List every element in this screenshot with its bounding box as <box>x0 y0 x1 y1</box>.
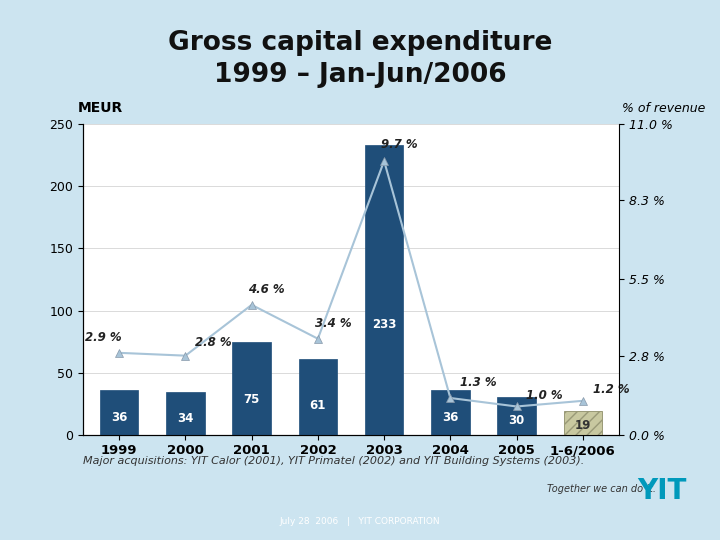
Text: 233: 233 <box>372 318 396 331</box>
Text: Major acquisitions: YIT Calor (2001), YIT Primatel (2002) and YIT Building Syste: Major acquisitions: YIT Calor (2001), YI… <box>83 456 584 467</box>
Text: 1.2 %: 1.2 % <box>593 383 629 396</box>
Text: 1.3 %: 1.3 % <box>460 376 497 389</box>
Text: Together we can do it.: Together we can do it. <box>547 484 656 494</box>
Text: 2.9 %: 2.9 % <box>85 331 122 344</box>
Bar <box>233 342 271 435</box>
Text: 36: 36 <box>111 411 127 424</box>
Text: 30: 30 <box>508 414 525 427</box>
Text: 75: 75 <box>243 393 260 406</box>
Text: Gross capital expenditure: Gross capital expenditure <box>168 30 552 56</box>
Text: 1.0 %: 1.0 % <box>526 388 563 402</box>
Text: MEUR: MEUR <box>78 101 122 115</box>
Bar <box>498 397 536 435</box>
Text: July 28  2006   |   YIT CORPORATION: July 28 2006 | YIT CORPORATION <box>279 517 441 526</box>
Text: 4.6 %: 4.6 % <box>248 283 285 296</box>
Text: 1999 – Jan-Jun/2006: 1999 – Jan-Jun/2006 <box>214 62 506 88</box>
Bar <box>365 145 403 435</box>
Bar <box>100 390 138 435</box>
Bar <box>564 411 602 435</box>
Text: 3.4 %: 3.4 % <box>315 317 351 330</box>
Bar <box>299 359 337 435</box>
Text: 19: 19 <box>575 419 591 432</box>
Text: 36: 36 <box>442 411 459 424</box>
Text: % of revenue: % of revenue <box>621 102 705 115</box>
Text: YIT: YIT <box>638 477 687 505</box>
Text: 2.8 %: 2.8 % <box>195 336 232 349</box>
Text: 34: 34 <box>177 412 194 425</box>
Text: 9.7 %: 9.7 % <box>381 138 418 151</box>
Bar <box>431 390 469 435</box>
Bar <box>166 393 204 435</box>
Text: 61: 61 <box>310 400 326 413</box>
